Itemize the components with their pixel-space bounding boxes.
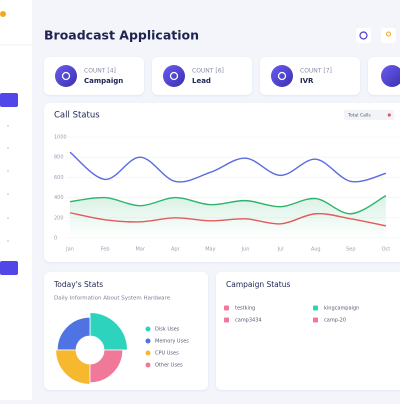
- campaign-name: testking: [235, 306, 255, 312]
- sidebar: [0, 0, 32, 400]
- legend-dot: [145, 338, 151, 344]
- campaign-name: kingcampaign: [324, 306, 359, 312]
- campaign-name: camp-20: [324, 318, 346, 324]
- legend-dot: [145, 326, 151, 332]
- x-tick-label: Jul: [277, 247, 284, 253]
- card-icon-glyph: [61, 71, 71, 81]
- icon-button[interactable]: [356, 28, 371, 43]
- line-series: [69, 212, 387, 227]
- x-tick-label: Sep: [346, 247, 355, 253]
- y-tick-label: 1000: [54, 135, 67, 141]
- x-tick-label: Mar: [135, 247, 145, 253]
- card-label: COUNT [7]: [300, 68, 332, 75]
- nav-button[interactable]: [0, 93, 18, 107]
- legend-dot: [145, 350, 151, 356]
- chart-title: Call Status: [54, 111, 100, 121]
- y-tick-label: 400: [54, 195, 64, 201]
- y-tick-label: 200: [54, 215, 64, 221]
- card-icon: [163, 65, 185, 87]
- x-tick-label: May: [205, 247, 215, 253]
- y-tick-label: 800: [54, 155, 64, 161]
- legend-label: Other Uses: [155, 363, 183, 369]
- x-tick-label: Apr: [171, 247, 181, 253]
- status-swatch: [313, 317, 318, 323]
- page-title: Broadcast Application: [44, 28, 199, 43]
- line-series: [69, 194, 387, 215]
- nav-arrows: [7, 125, 9, 242]
- card-name: IVR: [300, 77, 314, 85]
- campaign-title: Campaign Status: [226, 280, 290, 289]
- status-swatch: [224, 317, 229, 323]
- status-swatch: [224, 305, 229, 311]
- polar-segment: [56, 316, 91, 351]
- icon: [359, 31, 368, 40]
- card-icon-glyph: [169, 71, 179, 81]
- campaign-name: camp3434: [235, 318, 262, 324]
- campaign-card: [216, 272, 400, 390]
- card-label: COUNT [6]: [192, 68, 224, 75]
- x-tick-label: Oct: [382, 247, 391, 253]
- legend-dot: [145, 362, 151, 368]
- legend-label: Memory Uses: [155, 339, 189, 345]
- polar-segment: [89, 349, 124, 384]
- x-tick-label: Jun: [241, 247, 250, 253]
- status-swatch: [313, 305, 318, 311]
- logo: [0, 11, 6, 17]
- icon: [385, 31, 392, 37]
- card-icon: [381, 65, 400, 87]
- stats-card: [44, 272, 208, 390]
- stats-subtitle: Daily Information About System Hardware: [54, 296, 171, 302]
- card-icon: [271, 65, 293, 87]
- x-tick-label: Aug: [311, 247, 321, 253]
- legend-dot: [387, 113, 391, 117]
- y-tick-label: 0: [54, 236, 57, 242]
- card-icon-glyph: [277, 71, 287, 81]
- card-label: COUNT [4]: [84, 68, 116, 75]
- card-name: Campaign: [84, 77, 123, 85]
- line-series: [69, 151, 387, 183]
- legend-label: Disk Uses: [155, 327, 180, 333]
- nav-button[interactable]: [0, 261, 18, 275]
- polar-segment: [55, 349, 91, 385]
- legend-label: Total Calls: [347, 113, 371, 119]
- card-icon: [55, 65, 77, 87]
- polar-segment: [89, 312, 128, 351]
- x-tick-label: Jan: [65, 247, 74, 253]
- area-fill: [70, 195, 386, 238]
- card-name: Lead: [192, 77, 211, 85]
- y-tick-label: 600: [54, 175, 64, 181]
- stats-title: Today's Stats: [53, 280, 103, 289]
- x-tick-label: Feb: [101, 247, 110, 253]
- legend-pill: [344, 110, 395, 120]
- legend-label: CPU Uses: [155, 351, 179, 357]
